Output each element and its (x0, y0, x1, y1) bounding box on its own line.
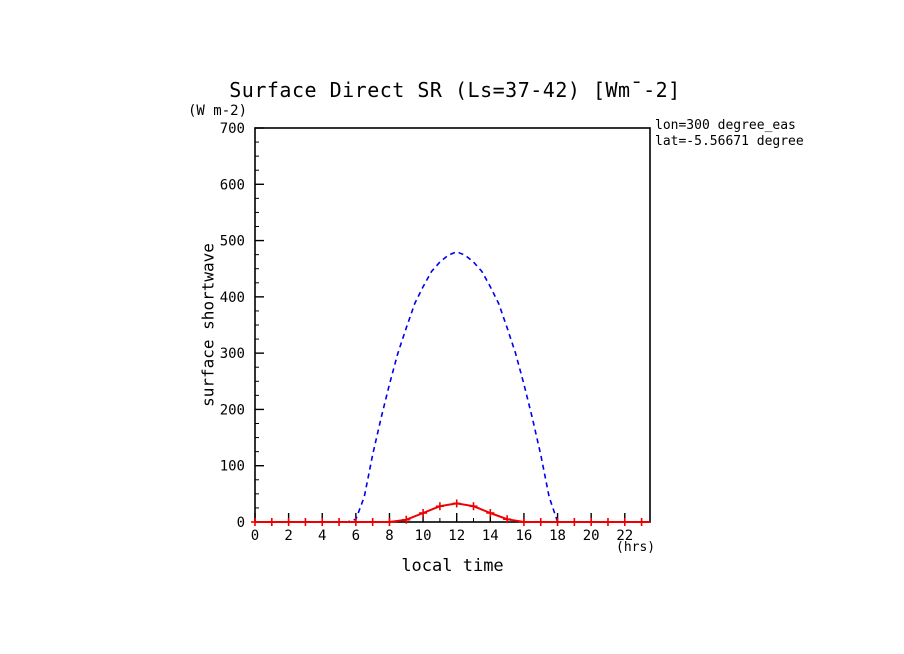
annotation-lat: lat=-5.56671 degree (655, 134, 804, 149)
y-tick-label: 500 (220, 234, 245, 250)
x-tick-label: 0 (251, 528, 259, 544)
y-tick-label: 700 (220, 121, 245, 137)
x-tick-label: 12 (448, 528, 465, 544)
x-tick-label: 14 (482, 528, 499, 544)
annotation-lon: lon=300 degree_eas (655, 118, 796, 133)
x-tick-label: 10 (415, 528, 432, 544)
x-tick-label: 8 (385, 528, 393, 544)
annotation-block: lon=300 degree_eas lat=-5.56671 degree (655, 118, 904, 150)
x-tick-label: 18 (549, 528, 566, 544)
series-blue-dashed-curve (255, 251, 650, 523)
axes-frame (254, 127, 651, 523)
x-tick-label: 4 (318, 528, 326, 544)
y-tick-label: 0 (237, 515, 245, 531)
x-tick-label: 22 (616, 528, 633, 544)
y-tick-label: 400 (220, 290, 245, 306)
y-tick-label: 600 (220, 177, 245, 193)
y-tick-label: 300 (220, 346, 245, 362)
y-axis-unit-label: (W m-2) (188, 103, 248, 119)
chart-title: Surface Direct SR (Ls=37-42) [Wm¯-2] (229, 78, 681, 102)
x-tick-label: 16 (516, 528, 533, 544)
y-tick-label: 200 (220, 402, 245, 418)
x-axis-unit-label: (hrs) (616, 540, 656, 555)
x-tick-label: 6 (352, 528, 360, 544)
y-tick-label: 100 (220, 459, 245, 475)
x-tick-label: 20 (583, 528, 600, 544)
x-tick-label: 2 (284, 528, 292, 544)
x-axis-label: local time (401, 556, 504, 576)
